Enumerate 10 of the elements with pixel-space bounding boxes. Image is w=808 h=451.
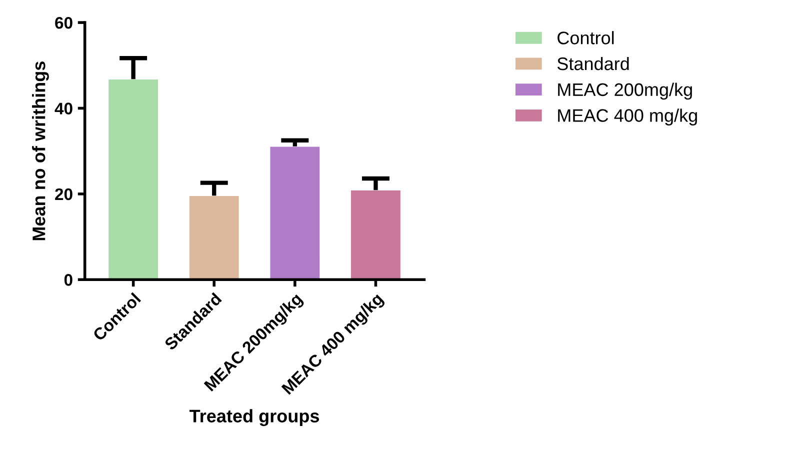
legend-label: Standard xyxy=(557,56,629,70)
legend-label: Control xyxy=(558,31,614,44)
y-tick-label: 20 xyxy=(55,188,72,200)
y-tick-label: 40 xyxy=(54,102,72,114)
legend-label: MEAC 400 mg/kg xyxy=(558,108,697,126)
legend-label: MEAC 200mg/kg xyxy=(558,82,692,100)
y-tick-label: 0 xyxy=(64,274,72,286)
y-tick-label: 60 xyxy=(55,16,72,29)
x-axis-title: Treated groups xyxy=(190,409,319,426)
y-axis-title: Mean no of writhings xyxy=(32,62,49,240)
